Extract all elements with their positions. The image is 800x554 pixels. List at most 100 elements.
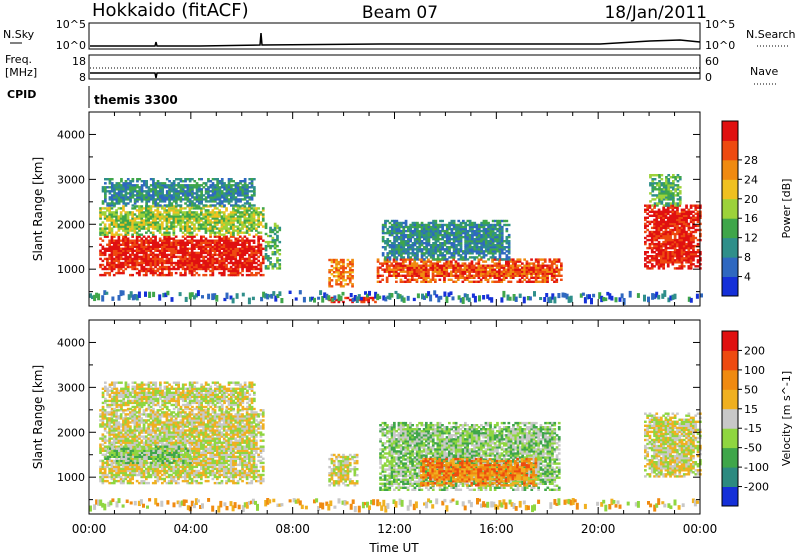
range-cell (122, 200, 126, 203)
range-cell (149, 263, 153, 267)
range-cell (650, 234, 654, 238)
range-cell (172, 243, 176, 246)
range-cell (407, 244, 410, 247)
range-cell (184, 269, 187, 273)
range-cell (676, 238, 679, 242)
range-cell (498, 238, 502, 241)
range-cell (696, 255, 700, 258)
range-cell (655, 242, 659, 246)
range-cell (229, 215, 233, 218)
range-cell (110, 213, 114, 216)
range-cell (475, 272, 478, 275)
range-cell (409, 233, 412, 237)
range-cell (482, 227, 486, 231)
range-cell (232, 235, 235, 238)
range-cell (129, 190, 132, 193)
range-cell (115, 247, 118, 250)
range-cell (204, 227, 208, 230)
range-cell (694, 255, 698, 258)
range-cell (222, 253, 226, 257)
range-cell (184, 198, 187, 201)
range-cell (122, 205, 125, 208)
range-cell (498, 266, 501, 269)
range-cell (411, 270, 414, 273)
range-cell (197, 215, 201, 218)
range-cell (502, 278, 506, 281)
range-cell (151, 261, 155, 265)
range-cell (261, 213, 265, 216)
range-cell (420, 225, 424, 229)
range-cell (206, 239, 210, 242)
range-cell (669, 253, 672, 256)
range-cell (179, 204, 183, 207)
range-cell (195, 245, 199, 248)
range-cell (131, 221, 134, 224)
range-cell (420, 276, 423, 279)
range-cell (200, 209, 203, 212)
range-cell (278, 265, 282, 268)
range-cell (261, 259, 265, 263)
range-cell (493, 276, 497, 279)
range-cell (348, 273, 352, 276)
range-cell (480, 225, 483, 229)
range-cell (676, 230, 679, 234)
range-cell (525, 280, 529, 283)
range-cell (253, 190, 256, 193)
range-cell (120, 186, 123, 189)
range-cell (204, 261, 208, 265)
range-cell (500, 250, 504, 253)
range-cell (99, 243, 102, 246)
range-cell (104, 178, 107, 181)
range-cell (393, 256, 396, 259)
range-cell (177, 223, 180, 226)
range-cell (680, 267, 684, 270)
range-cell (211, 186, 215, 189)
range-cell (227, 241, 231, 244)
range-cell (491, 260, 494, 263)
range-cell (507, 272, 510, 275)
range-cell (696, 244, 700, 248)
range-cell (161, 205, 164, 208)
range-cell (689, 238, 693, 242)
range-cell (156, 217, 160, 220)
range-cell (537, 280, 540, 283)
range-cell (390, 231, 394, 235)
range-cell (117, 235, 121, 238)
range-cell (548, 260, 552, 263)
range-cell (177, 217, 180, 220)
range-cell (184, 207, 187, 210)
range-cell (151, 251, 155, 255)
range-cell (232, 215, 235, 218)
range-cell (255, 223, 258, 226)
range-cell (471, 233, 474, 237)
range-cell (471, 225, 474, 229)
range-cell (211, 245, 215, 248)
range-cell (648, 222, 652, 226)
range-cell (696, 251, 700, 254)
range-cell (252, 259, 256, 263)
range-cell (466, 266, 469, 269)
range-cell (142, 207, 146, 210)
range-cell (273, 228, 277, 232)
range-cell (523, 274, 526, 277)
range-cell (653, 230, 656, 234)
range-cell (680, 216, 684, 219)
range-cell (149, 209, 153, 212)
range-cell (464, 229, 467, 233)
range-cell (142, 241, 146, 244)
range-cell (124, 251, 128, 255)
range-cell (494, 227, 497, 231)
range-cell (250, 273, 254, 277)
range-cell (126, 192, 130, 195)
range-cell (168, 184, 171, 187)
range-cell (245, 245, 249, 248)
range-cell (685, 251, 688, 254)
range-cell (209, 263, 212, 267)
range-cell (209, 247, 212, 250)
range-cell (131, 194, 135, 197)
range-cell (418, 225, 422, 229)
range-cell (117, 219, 121, 222)
range-cell (175, 190, 178, 193)
range-cell (477, 268, 481, 271)
range-cell (124, 194, 128, 197)
